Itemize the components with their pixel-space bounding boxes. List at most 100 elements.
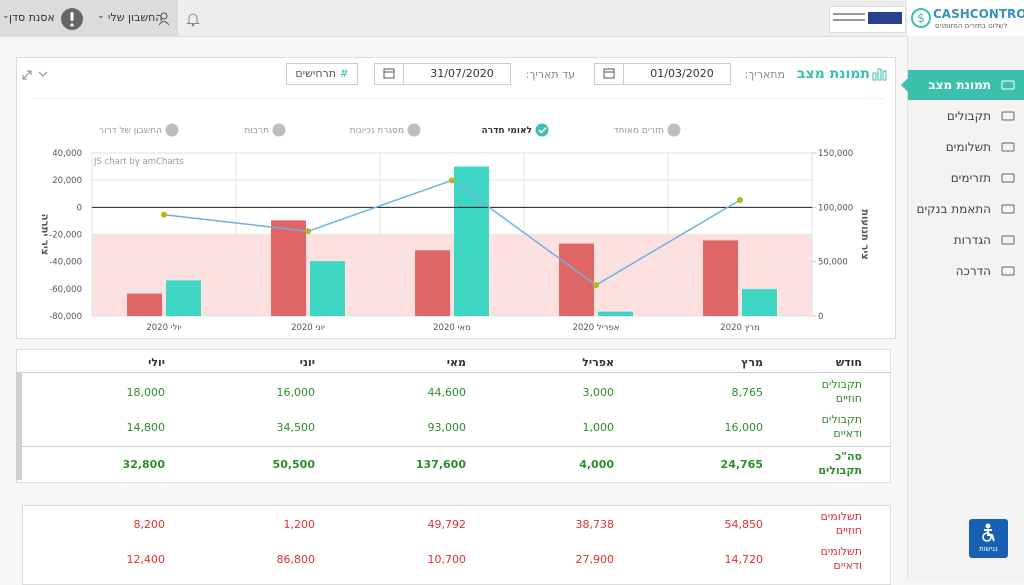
account-label: מסגרת נכיונות — [350, 126, 404, 136]
panel-tools[interactable] — [22, 68, 52, 80]
account-label: החשבון של דרור — [99, 126, 162, 136]
scenarios-button[interactable]: תרחישים # — [286, 63, 358, 85]
limit-band — [92, 234, 812, 316]
account-filter[interactable]: תזרים מאוחד — [614, 123, 681, 137]
table-header: מאי — [446, 356, 466, 369]
sidebar-icon — [1001, 173, 1015, 183]
table-cell: 38,738 — [575, 518, 615, 531]
panel-title: תמונת מצב — [796, 66, 870, 82]
y2-tick-label: 50,000 — [818, 258, 848, 268]
line-point — [161, 211, 167, 218]
table-cell: 16,000 — [276, 386, 316, 399]
accessibility-icon — [982, 523, 995, 542]
chart-icon — [872, 68, 887, 81]
row-label: תקבולים חוזיים — [821, 378, 862, 405]
table-cell: 1,000 — [582, 421, 615, 434]
table-cell: 14,800 — [126, 421, 166, 434]
x-tick-label: מאי 2020 — [433, 323, 471, 333]
payments-table — [22, 505, 891, 585]
sidebar-item[interactable]: תקבולים — [908, 101, 1024, 131]
table-cell: 44,600 — [427, 386, 467, 399]
row-label: תקבולים ודאיים — [821, 413, 862, 440]
sidebar-icon — [1001, 142, 1015, 152]
table-cell: 12,400 — [126, 553, 166, 566]
row-label: תשלומים ודאיים — [820, 545, 862, 572]
account-filter[interactable]: תרבות — [244, 123, 286, 137]
from-calendar[interactable] — [594, 63, 624, 85]
logo-slogan: לשלוט בתזרים המזומנים — [935, 22, 1008, 30]
to-calendar[interactable] — [374, 63, 404, 85]
y-tick-label: -80,000 — [49, 312, 82, 322]
table-cell: 137,600 — [415, 458, 466, 471]
account-filter[interactable]: לאומי חדרה — [482, 123, 549, 137]
table-cell: 86,800 — [276, 553, 316, 566]
sidebar-item[interactable]: תשלומים — [908, 132, 1024, 162]
logo: $ CASHCONTROL לשלוט בתזרים המזומנים — [907, 0, 1024, 36]
accessibility-button[interactable]: נגישות — [969, 519, 1008, 558]
y2-tick-label: 150,000 — [818, 149, 853, 159]
bar — [703, 240, 738, 316]
sidebar-item[interactable]: תזרימים — [908, 163, 1024, 193]
y2-tick-label: 100,000 — [818, 203, 853, 213]
account-checkbox — [407, 123, 421, 137]
user-icon — [158, 12, 170, 26]
table-header: יולי — [148, 356, 165, 369]
account-menu[interactable]: החשבון שלי — [108, 11, 163, 24]
bar — [742, 289, 777, 316]
table-cell: 14,720 — [724, 553, 764, 566]
check-mark — [538, 126, 547, 134]
bar — [271, 220, 306, 316]
y-tick-label: -20,000 — [49, 231, 82, 241]
sidebar-icon — [1001, 204, 1015, 214]
y2-tick-label: 0 — [818, 312, 823, 322]
from-label: מתאריך: — [744, 68, 785, 81]
y-tick-label: 40,000 — [52, 149, 82, 159]
sidebar-item[interactable]: התאמת בנקים — [908, 194, 1024, 224]
to-label: עד תאריך: — [525, 68, 575, 81]
table-cell: 49,792 — [427, 518, 467, 531]
table-header: חודש — [835, 356, 862, 369]
table-cell: 16,000 — [724, 421, 764, 434]
x-tick-label: אפריל 2020 — [573, 323, 620, 333]
account-filter[interactable]: החשבון של דרור — [99, 123, 179, 137]
line-point — [305, 228, 311, 235]
account-checkbox — [165, 123, 179, 137]
user-box: אסנת סדן ⌄ — [0, 0, 178, 36]
active-pointer — [901, 78, 908, 92]
row-label: סה"כ תקבולים — [818, 450, 862, 477]
bar — [127, 293, 162, 316]
table-cell: 3,000 — [582, 386, 615, 399]
partner-logo — [829, 6, 906, 33]
account-checkbox — [667, 123, 681, 137]
bell-icon[interactable] — [186, 11, 200, 27]
line-point — [593, 282, 599, 289]
y-tick-label: -60,000 — [49, 285, 82, 295]
table-cell: 93,000 — [427, 421, 467, 434]
sidebar-icon — [1001, 111, 1015, 121]
line-point — [449, 177, 455, 184]
sidebar-item[interactable]: הדרכה — [908, 256, 1024, 286]
account-filter[interactable]: מסגרת נכיונות — [350, 123, 421, 137]
x-tick-label: יולי 2020 — [146, 323, 181, 333]
table-cell: 32,800 — [122, 458, 165, 471]
y-axis-title: ציר יתרה — [39, 214, 50, 256]
table-cell: 34,500 — [276, 421, 316, 434]
x-tick-label: יוני 2020 — [291, 323, 325, 333]
table-header: מרץ — [741, 356, 763, 369]
to-date[interactable]: 31/07/2020 — [403, 63, 511, 85]
sidebar-item[interactable]: הגדרות — [908, 225, 1024, 255]
header-rule — [22, 372, 891, 373]
table-cell: 27,900 — [575, 553, 615, 566]
user-name[interactable]: אסנת סדן — [9, 11, 55, 24]
plot-frame — [91, 152, 813, 317]
scrollbar[interactable] — [16, 372, 22, 480]
chart-credit: JS chart by amCharts — [93, 157, 184, 167]
table-content: חודש מרץ אפריל מאי יוני יולי תקבולים חוזיים 8,7… — [22, 356, 891, 572]
sidebar-item[interactable]: תמונת מצב — [901, 70, 1024, 100]
table-cell: 10,700 — [427, 553, 467, 566]
table-cell: 50,500 — [272, 458, 315, 471]
bar — [415, 250, 450, 316]
row-label: תשלומים חוזיים — [820, 510, 862, 537]
x-tick-label: מרץ 2020 — [720, 323, 760, 333]
divider — [32, 98, 884, 99]
